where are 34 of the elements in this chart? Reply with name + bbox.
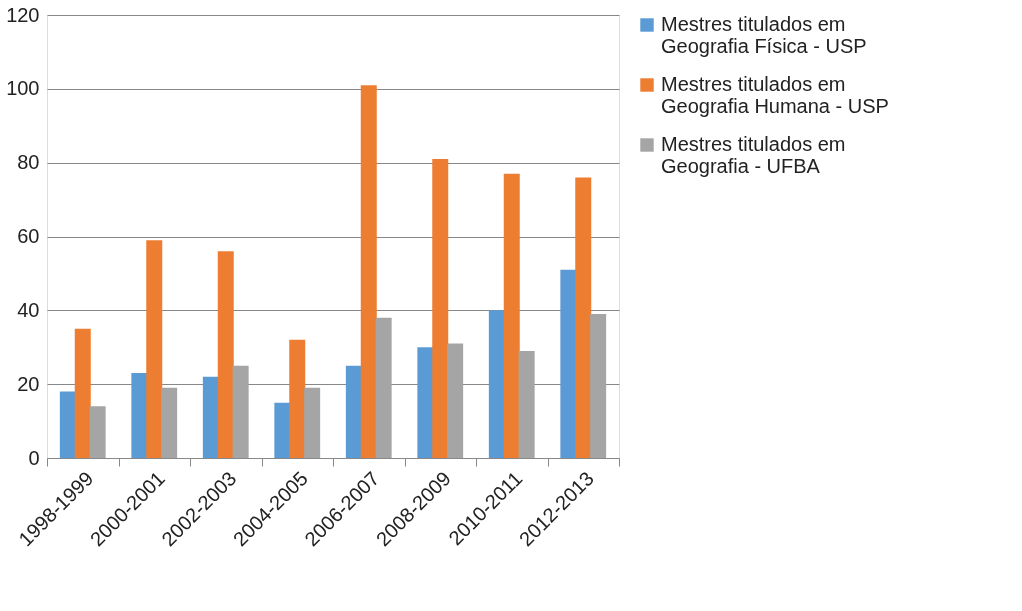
bar	[289, 339, 306, 458]
bar	[360, 85, 377, 458]
bar	[74, 328, 91, 458]
bar	[375, 317, 392, 458]
y-tick-label: 80	[17, 151, 40, 174]
bar	[202, 376, 219, 458]
bar	[131, 373, 148, 458]
bar	[304, 387, 321, 458]
bar	[518, 350, 535, 458]
y-tick-label: 60	[17, 225, 40, 247]
bar	[503, 173, 520, 458]
bar	[232, 365, 249, 458]
bar	[59, 391, 76, 458]
bar	[89, 406, 106, 458]
legend-label: Mestres titulados em Geografia Humana - USP	[661, 73, 889, 117]
bar	[217, 251, 234, 458]
bar	[274, 402, 291, 458]
bar	[488, 310, 505, 458]
y-tick-label: 40	[17, 298, 40, 321]
bar	[146, 240, 163, 458]
legend-label: Mestres titulados em Geografia Física - USP	[661, 13, 867, 57]
bar	[590, 314, 607, 458]
bar	[161, 387, 178, 458]
bar	[447, 343, 464, 458]
y-tick-label: 20	[17, 372, 40, 395]
bar	[432, 158, 449, 458]
bar	[560, 269, 577, 458]
bar	[575, 177, 592, 458]
y-tick-label: 120	[6, 3, 40, 26]
bar	[417, 347, 434, 458]
legend-label: Mestres titulados em Geografia - UFBA	[661, 133, 846, 177]
y-tick-label: 0	[28, 446, 40, 469]
bar	[345, 365, 362, 458]
y-tick-label: 100	[6, 77, 40, 100]
